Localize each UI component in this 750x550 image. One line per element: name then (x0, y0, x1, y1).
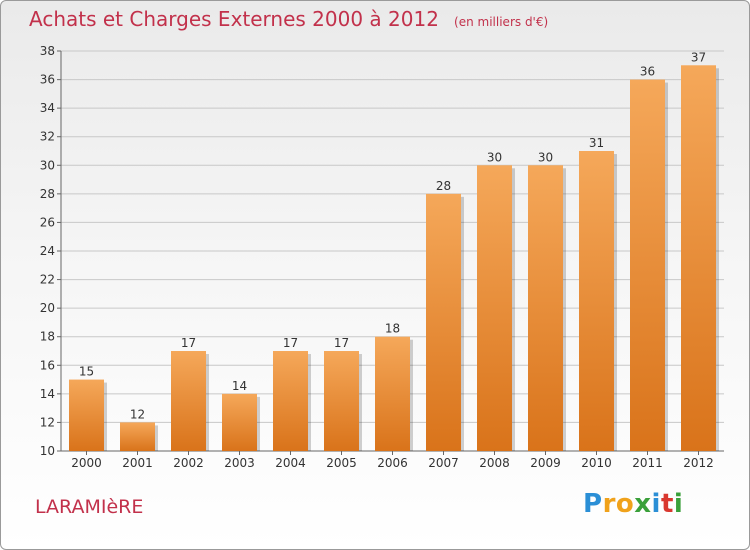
data-label: 17 (181, 336, 196, 350)
bar-2002 (171, 351, 206, 451)
data-label: 30 (538, 150, 553, 164)
title-row: Achats et Charges Externes 2000 à 2012 (… (29, 7, 548, 31)
x-tick-label: 2003 (224, 456, 255, 470)
labels: 10 12 14 16 18 20 22 24 26 28 30 32 34 36 38 2000 15 2001… (40, 44, 714, 470)
data-label: 36 (640, 65, 655, 79)
x-tick-label: 2002 (173, 456, 204, 470)
y-tick-label: 38 (40, 44, 55, 58)
data-label: 37 (691, 50, 706, 64)
y-tick-label: 16 (40, 358, 55, 372)
data-label: 15 (79, 365, 94, 379)
bar-2001 (120, 422, 155, 451)
y-tick-label: 12 (40, 415, 55, 429)
data-label: 17 (283, 336, 298, 350)
x-tick-label: 2007 (428, 456, 459, 470)
data-label: 17 (334, 336, 349, 350)
logo-letter: r (602, 489, 616, 519)
bar-2011 (630, 79, 665, 452)
y-tick-label: 26 (40, 215, 55, 229)
proxiti-logo[interactable]: Proxiti (583, 489, 683, 519)
x-tick-label: 2001 (122, 456, 153, 470)
bars (69, 65, 719, 452)
y-tick-label: 36 (40, 73, 55, 87)
data-label: 14 (232, 379, 247, 393)
data-label: 31 (589, 136, 604, 150)
bar-2007 (426, 193, 461, 451)
data-label: 12 (130, 407, 145, 421)
logo-letter: t (660, 489, 674, 519)
logo-letter: i (673, 489, 684, 519)
bar-2009 (528, 165, 563, 452)
y-tick-label: 18 (40, 330, 55, 344)
data-label: 30 (487, 150, 502, 164)
logo-letter: x (634, 489, 652, 519)
bar-2008 (477, 165, 512, 452)
y-tick-label: 28 (40, 187, 55, 201)
x-tick-label: 2011 (632, 456, 663, 470)
y-tick-label: 30 (40, 158, 55, 172)
y-tick-label: 24 (40, 244, 55, 258)
bar-2010 (579, 151, 614, 451)
chart-title: Achats et Charges Externes 2000 à 2012 (29, 7, 439, 31)
bar-2006 (375, 336, 410, 451)
commune-name: LARAMIèRE (35, 496, 144, 518)
x-tick-label: 2010 (581, 456, 612, 470)
x-tick-label: 2008 (479, 456, 510, 470)
y-tick-label: 14 (40, 387, 55, 401)
data-label: 28 (436, 179, 451, 193)
x-tick-label: 2006 (377, 456, 408, 470)
y-tick-label: 22 (40, 273, 55, 287)
x-tick-label: 2004 (275, 456, 306, 470)
chart-subtitle: (en milliers d'€) (454, 15, 549, 29)
y-tick-label: 32 (40, 130, 55, 144)
bar-2012 (681, 65, 716, 452)
y-tick-label: 10 (40, 444, 55, 458)
x-tick-label: 2012 (683, 456, 714, 470)
bar-2000 (69, 379, 104, 451)
y-tick-label: 20 (40, 301, 55, 315)
logo-letter: P (583, 489, 603, 519)
logo-letter: o (615, 489, 635, 519)
x-tick-label: 2005 (326, 456, 357, 470)
x-tick-label: 2009 (530, 456, 561, 470)
y-tick-label: 34 (40, 101, 55, 115)
bar-2005 (324, 351, 359, 451)
logo-letter: i (651, 489, 661, 519)
data-label: 18 (385, 322, 400, 336)
bar-2004 (273, 351, 308, 451)
x-tick-label: 2000 (71, 456, 102, 470)
bar-2003 (222, 393, 257, 451)
